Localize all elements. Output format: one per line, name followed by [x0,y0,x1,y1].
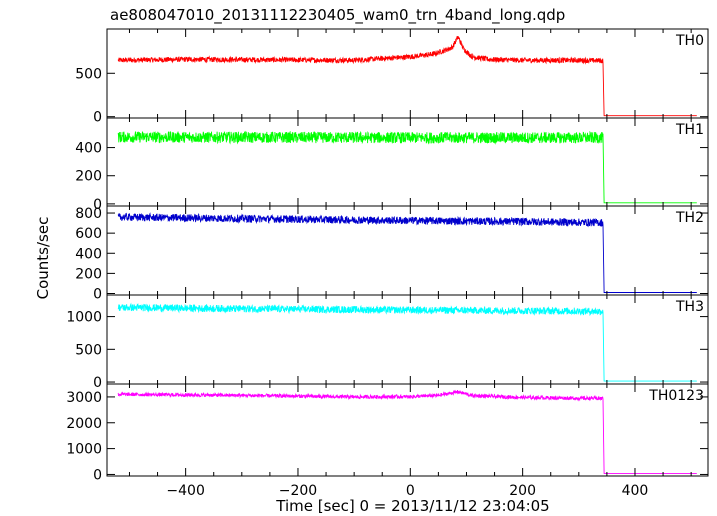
y-tick-label: 1000 [66,310,102,326]
series-label: TH0 [675,33,704,49]
series-label: TH3 [675,299,704,315]
y-tick-label: 0 [93,110,102,126]
x-tick-label: 0 [406,483,415,499]
y-tick-label: 400 [75,141,102,157]
y-tick-label: 1000 [66,442,102,458]
y-tick-label: 500 [75,342,102,358]
y-tick-label: 600 [75,226,102,242]
y-tick-label: 3000 [66,390,102,406]
panel-frame [106,117,709,207]
panels: 0 500 TH0 0 200 400 TH1 0 200 400 600 800 TH2 0 500 100… [66,28,709,499]
y-tick-label: 200 [75,266,102,282]
panel-th1: 0 200 400 TH1 [75,117,709,213]
panel-th0: 0 500 TH0 [75,28,709,126]
panel-th2: 0 200 400 600 800 TH2 [75,205,709,302]
y-axis-label: Counts/sec [34,217,52,300]
series-label: TH1 [675,122,704,138]
y-tick-label: 0 [93,467,102,483]
y-tick-label: 0 [93,375,102,391]
y-tick-label: 2000 [66,416,102,432]
series-label: TH2 [675,210,704,226]
series-line-th1 [117,130,697,204]
x-axis-label: Time [sec] 0 = 2013/11/12 23:04:05 [275,497,549,515]
chart-title: ae808047010_20131112230405_wam0_trn_4ban… [110,6,565,25]
panel-th3: 0 500 1000 TH3 [66,294,709,391]
panel-th0123: 0 1000 2000 3000 TH0123 [66,383,709,483]
x-tick-label: −200 [279,483,317,499]
y-tick-label: 200 [75,169,102,185]
series-line-th0123 [117,389,697,474]
x-tick-label: 400 [622,483,649,499]
series-line-th0 [117,35,697,117]
series-label: TH0123 [648,388,704,404]
panel-frame [106,383,709,477]
series-line-th3 [117,302,697,382]
x-tick-label: 200 [509,483,536,499]
panel-frame [106,28,709,119]
x-tick-label: −400 [166,483,204,499]
y-tick-label: 800 [75,206,102,222]
y-tick-label: 400 [75,246,102,262]
series-line-th2 [117,212,697,293]
y-tick-label: 0 [93,286,102,302]
y-tick-label: 500 [75,66,102,82]
y-tick-label: 0 [93,197,102,213]
